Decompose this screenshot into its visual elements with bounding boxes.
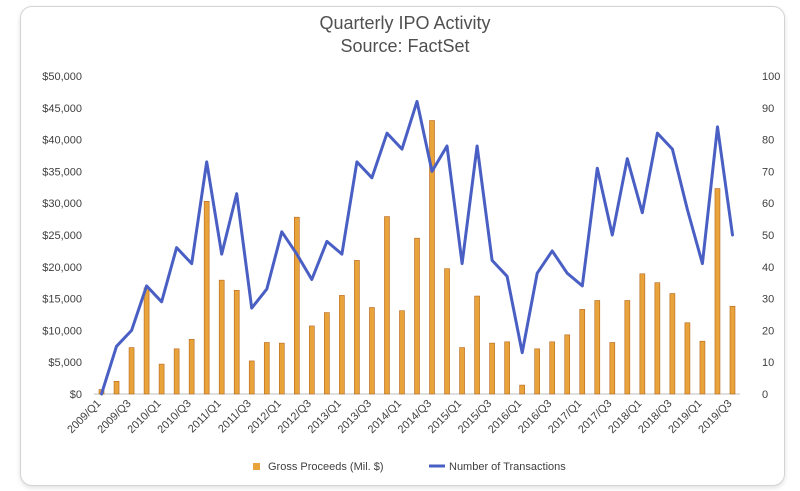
x-tick-label: 2019/Q3 xyxy=(696,398,734,436)
ipo-chart: Quarterly IPO Activity Source: FactSet $… xyxy=(42,13,780,473)
bar-gross-proceeds xyxy=(639,273,646,395)
y-left-tick-label: $20,000 xyxy=(42,262,82,274)
y-right-tick-label: 100 xyxy=(762,71,780,83)
bar-gross-proceeds xyxy=(699,340,706,395)
y-left-tick-label: $45,000 xyxy=(42,103,82,115)
bar-gross-proceeds xyxy=(549,341,556,395)
y-right-tick-label: 60 xyxy=(762,198,774,210)
legend: Gross Proceeds (Mil. $) Number of Transa… xyxy=(253,461,566,473)
bar-gross-proceeds xyxy=(684,322,691,395)
bar-gross-proceeds xyxy=(579,309,586,395)
chart-card: Quarterly IPO Activity Source: FactSet $… xyxy=(20,6,785,486)
bar-gross-proceeds xyxy=(113,380,120,395)
bar-gross-proceeds xyxy=(233,290,240,395)
bar-gross-proceeds xyxy=(534,348,540,395)
bar-gross-proceeds xyxy=(218,279,225,395)
bar-gross-proceeds xyxy=(609,342,616,395)
bar-gross-proceeds xyxy=(158,363,165,395)
bar-gross-proceeds xyxy=(594,300,601,395)
bar-gross-proceeds xyxy=(263,342,270,395)
bar-gross-proceeds xyxy=(203,200,210,395)
y-left-tick-label: $50,000 xyxy=(42,71,82,83)
bar-gross-proceeds xyxy=(504,341,510,395)
y-right-tick-label: 50 xyxy=(762,230,774,242)
plot-area: $0 $5,000 $10,000 $15,000 $20,000 $25,000 $30,… xyxy=(42,71,780,436)
bar-gross-proceeds xyxy=(459,347,465,395)
bar-gross-proceeds xyxy=(384,216,390,395)
y-left-tick-label: $40,000 xyxy=(42,135,82,147)
bar-gross-proceeds xyxy=(474,295,480,395)
bar-gross-proceeds xyxy=(188,339,195,395)
bar-gross-proceeds xyxy=(714,188,721,395)
bar-gross-proceeds xyxy=(173,348,180,395)
bar-gross-proceeds xyxy=(444,268,450,395)
y-right-tick-label: 10 xyxy=(762,357,774,369)
bar-gross-proceeds xyxy=(309,325,315,395)
bar-gross-proceeds xyxy=(489,342,495,395)
y-left-tick-label: $25,000 xyxy=(42,230,82,242)
bar-gross-proceeds xyxy=(414,237,420,395)
y-right-tick-label: 20 xyxy=(762,325,774,337)
y-right-tick-label: 40 xyxy=(762,262,774,274)
bar-gross-proceeds xyxy=(354,260,360,395)
bar-gross-proceeds xyxy=(339,295,345,395)
bar-gross-proceeds xyxy=(624,300,631,395)
bar-gross-proceeds xyxy=(429,120,435,395)
y-right-tick-label: 90 xyxy=(762,103,774,115)
bar-gross-proceeds xyxy=(128,347,135,395)
bar-gross-proceeds xyxy=(143,287,150,395)
line-number-of-transactions xyxy=(100,99,734,396)
legend-label-gross-proceeds: Gross Proceeds (Mil. $) xyxy=(268,461,384,473)
bar-gross-proceeds xyxy=(324,312,330,395)
y-right-tick-label: 30 xyxy=(762,294,774,306)
bar-gross-proceeds xyxy=(519,384,525,395)
bar-gross-proceeds xyxy=(729,305,736,395)
y-left-tick-label: $15,000 xyxy=(42,294,82,306)
chart-title: Quarterly IPO Activity xyxy=(319,13,490,33)
chart-subtitle: Source: FactSet xyxy=(340,36,469,56)
legend-label-transactions: Number of Transactions xyxy=(449,461,566,473)
y-left-tick-label: $5,000 xyxy=(48,357,82,369)
bar-gross-proceeds xyxy=(654,282,661,395)
bar-gross-proceeds xyxy=(248,360,255,395)
bar-gross-proceeds xyxy=(399,310,405,395)
bar-gross-proceeds xyxy=(278,342,285,395)
y-right-tick-label: 70 xyxy=(762,166,774,178)
bar-gross-proceeds xyxy=(564,334,571,395)
y-right-tick-label: 80 xyxy=(762,135,774,147)
bar-gross-proceeds xyxy=(294,216,300,395)
bar-gross-proceeds xyxy=(669,293,676,395)
y-left-tick-label: $35,000 xyxy=(42,166,82,178)
y-left-tick-label: $10,000 xyxy=(42,325,82,337)
legend-swatch-gross-proceeds xyxy=(253,463,260,470)
y-right-tick-label: 0 xyxy=(762,389,768,401)
y-left-tick-label: $30,000 xyxy=(42,198,82,210)
bar-gross-proceeds xyxy=(369,307,375,395)
y-left-tick-label: $0 xyxy=(70,389,82,401)
